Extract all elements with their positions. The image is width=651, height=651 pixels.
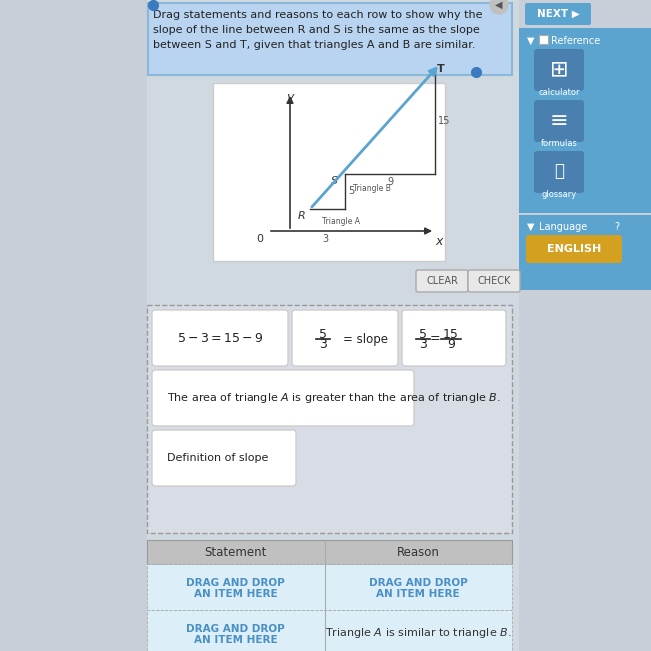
Text: 9: 9 — [387, 177, 393, 187]
Bar — [213, 83, 445, 261]
Text: Definition of slope: Definition of slope — [167, 453, 268, 463]
Bar — [147, 610, 512, 651]
Circle shape — [490, 0, 508, 14]
FancyBboxPatch shape — [292, 310, 398, 366]
Text: 5: 5 — [419, 327, 427, 340]
FancyBboxPatch shape — [152, 310, 288, 366]
FancyBboxPatch shape — [416, 270, 468, 292]
Text: = slope: = slope — [343, 333, 388, 346]
Text: glossary: glossary — [542, 190, 577, 199]
Text: Language: Language — [539, 222, 587, 232]
Text: 5: 5 — [348, 186, 354, 197]
Text: formulas: formulas — [540, 139, 577, 148]
Text: 5: 5 — [319, 327, 327, 340]
Text: DRAG AND DROP: DRAG AND DROP — [186, 578, 285, 588]
Text: x: x — [435, 235, 443, 248]
Text: CLEAR: CLEAR — [426, 276, 458, 286]
Text: Reference: Reference — [551, 36, 600, 46]
Text: 15: 15 — [443, 327, 459, 340]
Text: 3: 3 — [419, 339, 427, 352]
Text: Drag statements and reasons to each row to show why the: Drag statements and reasons to each row … — [153, 10, 482, 20]
Bar — [519, 215, 651, 290]
Text: The area of triangle $A$ is greater than the area of triangle $B$.: The area of triangle $A$ is greater than… — [167, 391, 501, 405]
Bar — [147, 540, 512, 564]
Text: 9: 9 — [447, 339, 455, 352]
Bar — [519, 28, 651, 213]
Text: T: T — [437, 64, 445, 74]
Text: y: y — [286, 91, 294, 104]
Bar — [539, 35, 548, 44]
Text: S: S — [331, 176, 338, 186]
Text: DRAG AND DROP: DRAG AND DROP — [186, 624, 285, 634]
Text: ⊞: ⊞ — [549, 60, 568, 80]
Text: 3: 3 — [322, 234, 329, 244]
Text: AN ITEM HERE: AN ITEM HERE — [376, 589, 460, 599]
Text: 3: 3 — [319, 339, 327, 352]
Text: $5-3=15-9$: $5-3=15-9$ — [176, 331, 264, 344]
Text: ?: ? — [614, 222, 619, 232]
Text: between S and T, given that triangles A and B are similar.: between S and T, given that triangles A … — [153, 40, 475, 50]
FancyBboxPatch shape — [468, 270, 520, 292]
Text: R: R — [298, 211, 306, 221]
Bar — [147, 305, 512, 533]
Text: ENGLISH: ENGLISH — [547, 244, 601, 254]
Text: =: = — [430, 333, 440, 346]
Text: ◀: ◀ — [495, 0, 503, 10]
Bar — [519, 0, 651, 651]
Text: ≡: ≡ — [549, 111, 568, 131]
Text: 📋: 📋 — [554, 162, 564, 180]
Bar — [148, 3, 512, 75]
FancyBboxPatch shape — [534, 100, 584, 142]
FancyBboxPatch shape — [152, 370, 414, 426]
Text: ▼: ▼ — [527, 36, 534, 46]
Bar — [0, 0, 147, 651]
Text: Triangle A: Triangle A — [322, 217, 361, 226]
Bar — [147, 0, 519, 651]
FancyBboxPatch shape — [534, 151, 584, 193]
FancyBboxPatch shape — [534, 49, 584, 91]
Text: ▼: ▼ — [527, 222, 534, 232]
FancyBboxPatch shape — [402, 310, 506, 366]
FancyBboxPatch shape — [152, 430, 296, 486]
Text: Triangle $A$ is similar to triangle $B$.: Triangle $A$ is similar to triangle $B$. — [325, 626, 512, 640]
Text: Triangle B: Triangle B — [353, 184, 391, 193]
Text: DRAG AND DROP: DRAG AND DROP — [369, 578, 467, 588]
Text: calculator: calculator — [538, 88, 580, 97]
Text: Reason: Reason — [396, 546, 439, 559]
FancyBboxPatch shape — [525, 3, 591, 25]
Text: AN ITEM HERE: AN ITEM HERE — [194, 589, 277, 599]
Text: CHECK: CHECK — [477, 276, 510, 286]
Text: 15: 15 — [438, 117, 450, 126]
Text: AN ITEM HERE: AN ITEM HERE — [194, 635, 277, 645]
FancyBboxPatch shape — [526, 235, 622, 263]
Text: 0: 0 — [256, 234, 263, 244]
Text: slope of the line between R and S is the same as the slope: slope of the line between R and S is the… — [153, 25, 480, 35]
Text: NEXT ▶: NEXT ▶ — [536, 9, 579, 19]
Text: Statement: Statement — [204, 546, 267, 559]
Bar — [147, 564, 512, 610]
